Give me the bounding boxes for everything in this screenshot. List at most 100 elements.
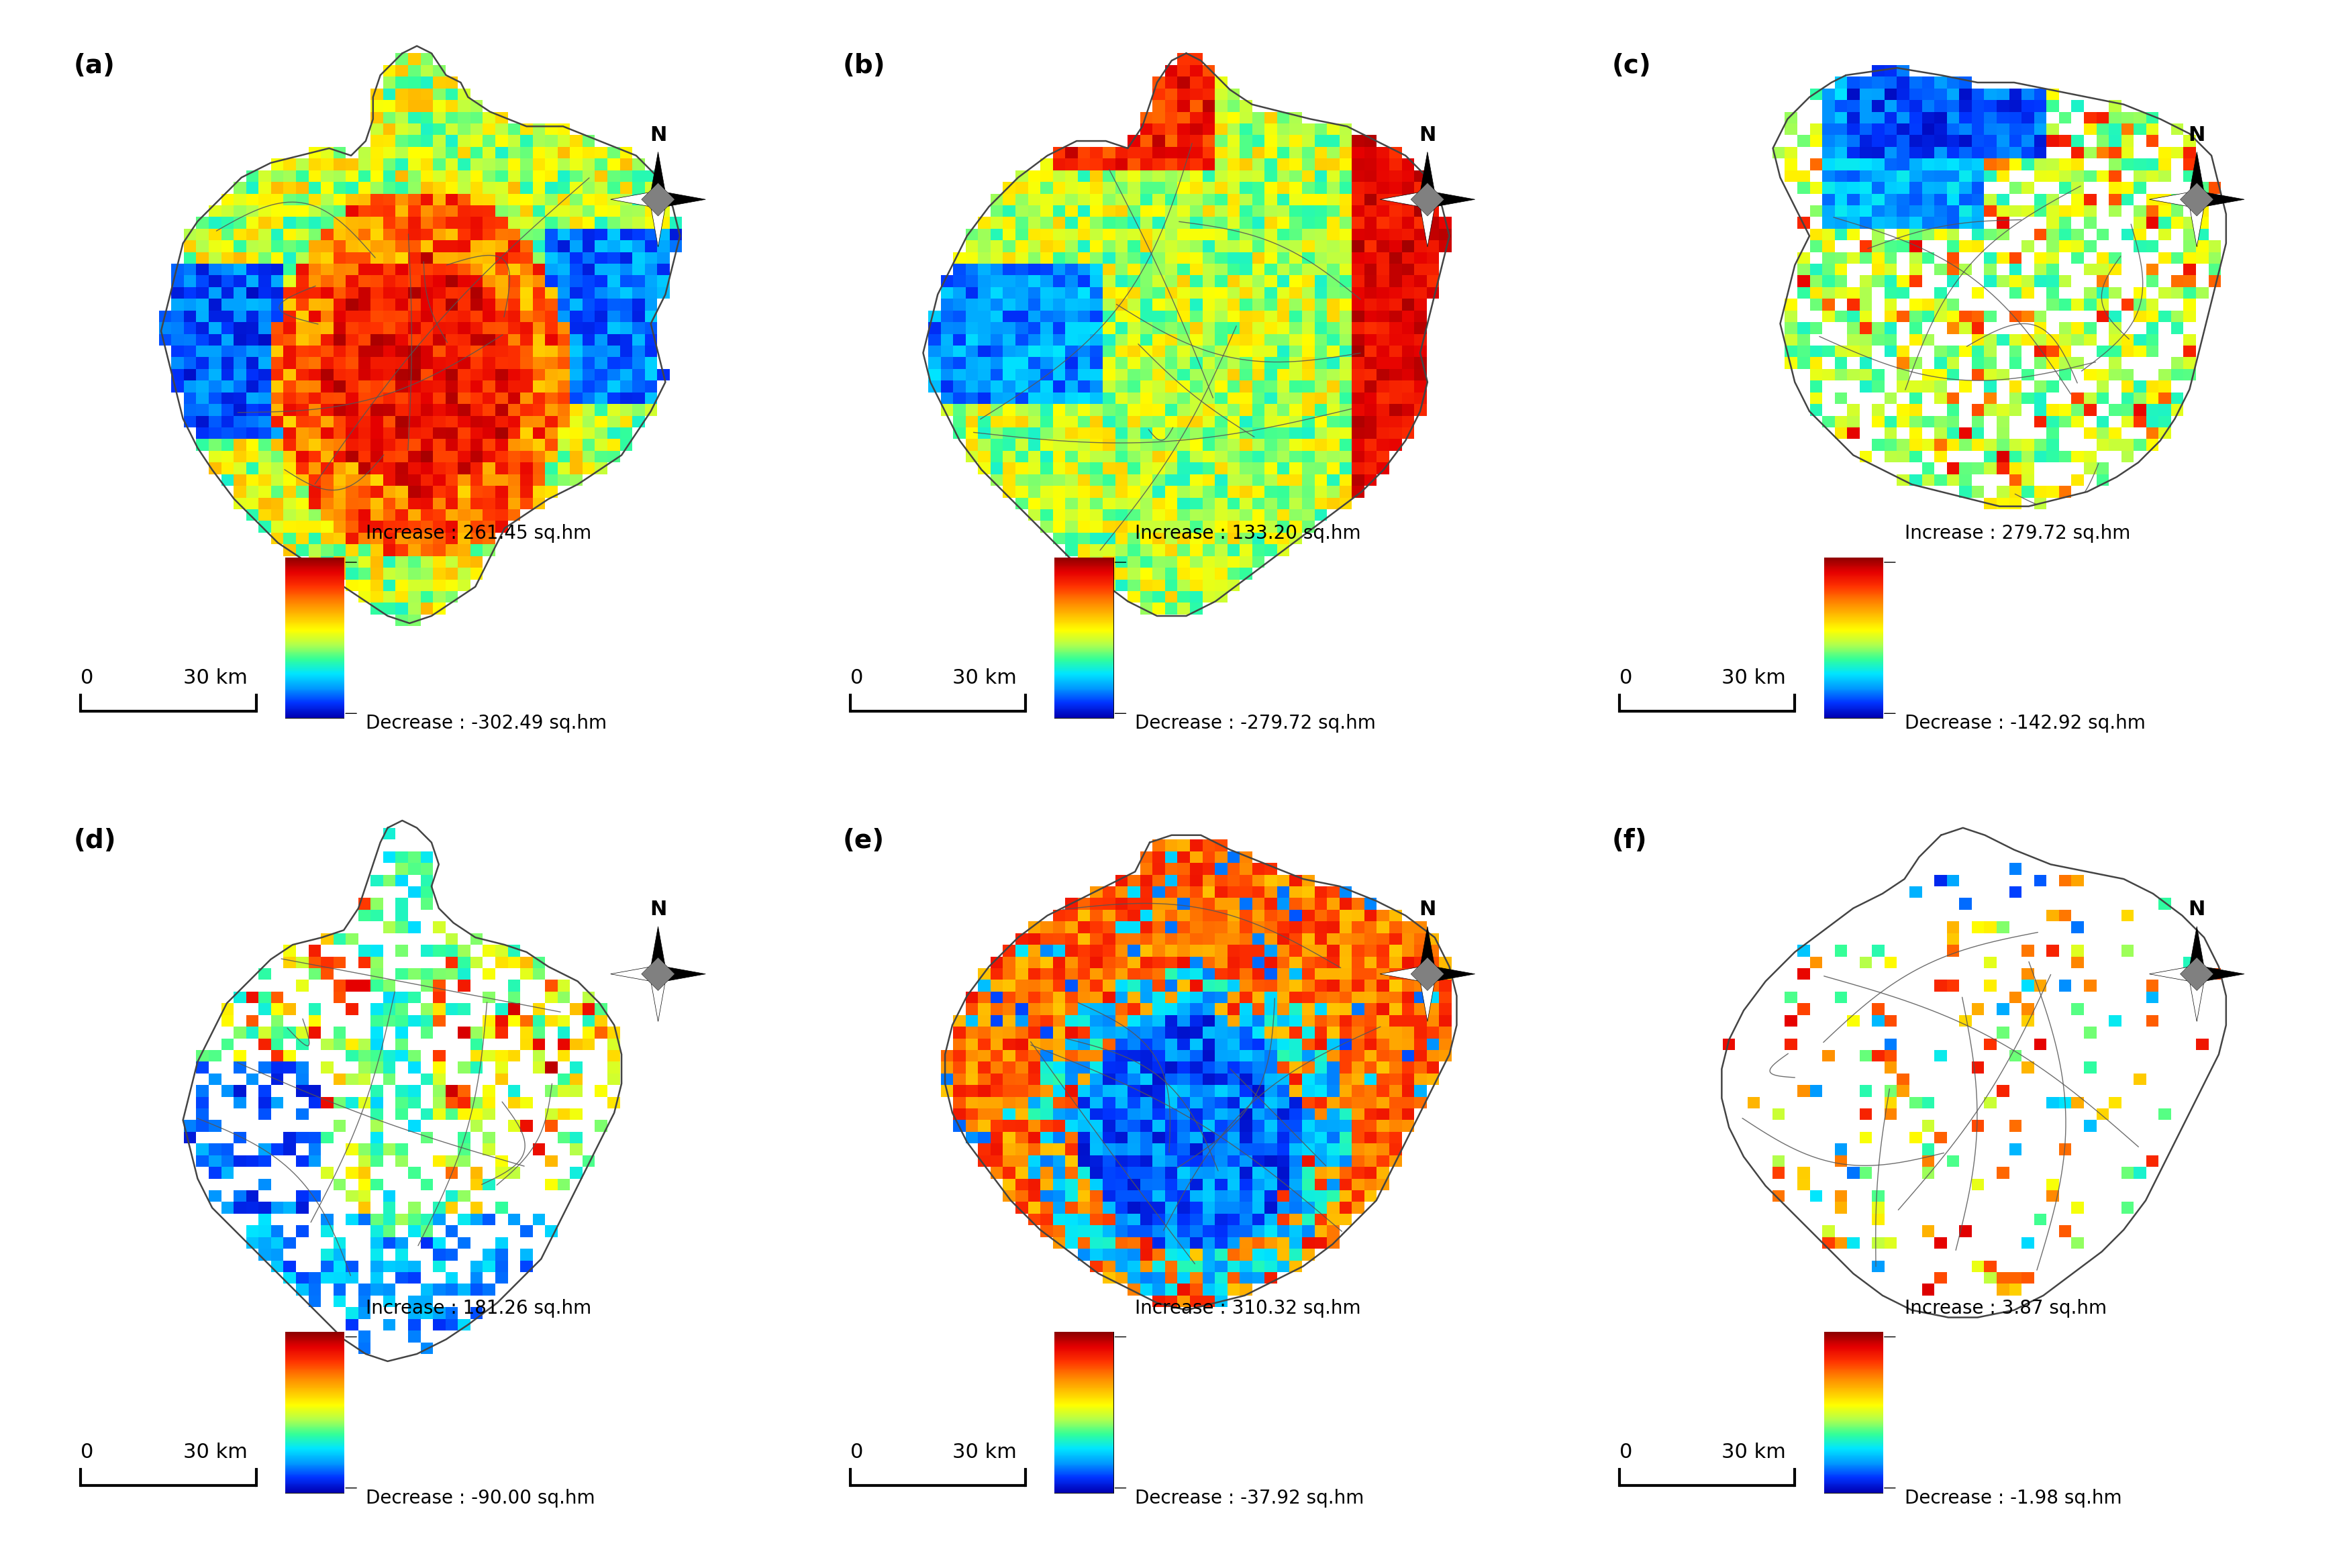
Bar: [2095, 474, 2109, 486]
Bar: [954, 276, 965, 287]
Bar: [359, 568, 371, 580]
Bar: [1921, 1167, 1933, 1179]
Bar: [1860, 334, 1872, 345]
Bar: [1153, 922, 1165, 933]
Bar: [1997, 124, 2008, 135]
Bar: [1997, 1004, 2008, 1014]
Bar: [977, 1143, 991, 1156]
Bar: [533, 182, 545, 193]
Bar: [1910, 240, 1921, 252]
Bar: [991, 1096, 1003, 1109]
Bar: [1264, 135, 1278, 147]
Bar: [1377, 956, 1388, 967]
Bar: [383, 1014, 395, 1027]
Bar: [1985, 1272, 1997, 1284]
Bar: [1116, 381, 1128, 392]
Bar: [1377, 450, 1388, 463]
Bar: [1884, 124, 1898, 135]
Bar: [1226, 497, 1240, 510]
Bar: [1353, 135, 1365, 147]
Bar: [1029, 1167, 1041, 1179]
Bar: [1066, 1143, 1078, 1156]
Text: Increase : 279.72 sq.hm: Increase : 279.72 sq.hm: [1905, 524, 2131, 543]
Bar: [1414, 405, 1426, 416]
Bar: [519, 263, 533, 276]
Bar: [608, 1038, 620, 1051]
Bar: [1177, 967, 1191, 980]
Bar: [308, 486, 322, 497]
Bar: [383, 392, 395, 405]
Bar: [583, 1014, 594, 1027]
Bar: [359, 381, 371, 392]
Bar: [308, 1004, 322, 1014]
Bar: [395, 1038, 409, 1051]
Bar: [1128, 967, 1139, 980]
Bar: [209, 205, 221, 216]
Bar: [484, 171, 496, 182]
Bar: [308, 193, 322, 205]
Bar: [183, 229, 197, 240]
Bar: [270, 1225, 284, 1237]
Bar: [383, 474, 395, 486]
Bar: [420, 216, 432, 229]
Bar: [371, 1261, 383, 1272]
Bar: [409, 1051, 420, 1062]
Bar: [1971, 1261, 1985, 1272]
Bar: [2133, 287, 2147, 299]
Bar: [1290, 1190, 1301, 1203]
Bar: [383, 1051, 395, 1062]
Bar: [1327, 135, 1339, 147]
Bar: [345, 263, 359, 276]
Bar: [1139, 358, 1153, 368]
Bar: [258, 1038, 270, 1051]
Bar: [1041, 439, 1052, 450]
Bar: [1226, 851, 1240, 862]
Bar: [496, 956, 507, 967]
Bar: [1214, 240, 1226, 252]
Bar: [420, 1014, 432, 1027]
Bar: [383, 557, 395, 568]
Bar: [1947, 299, 1959, 310]
Bar: [1128, 1190, 1139, 1203]
Bar: [519, 428, 533, 439]
Bar: [1226, 1120, 1240, 1132]
Bar: [1078, 428, 1090, 439]
Bar: [484, 416, 496, 428]
Bar: [1921, 193, 1933, 205]
Bar: [233, 276, 247, 287]
Bar: [545, 287, 557, 299]
Bar: [1365, 439, 1377, 450]
Bar: [233, 439, 247, 450]
Bar: [1165, 64, 1177, 77]
Bar: [1191, 591, 1203, 602]
Bar: [458, 1214, 470, 1225]
Bar: [533, 439, 545, 450]
Bar: [557, 381, 571, 392]
Bar: [583, 276, 594, 287]
Bar: [2008, 252, 2022, 263]
Bar: [2072, 240, 2084, 252]
Bar: [1203, 967, 1214, 980]
Bar: [496, 263, 507, 276]
Bar: [247, 229, 258, 240]
Bar: [322, 521, 334, 533]
Bar: [1177, 276, 1191, 287]
Bar: [371, 240, 383, 252]
Bar: [1090, 1027, 1102, 1038]
Bar: [371, 580, 383, 591]
Bar: [1191, 1261, 1203, 1272]
Bar: [2084, 263, 2095, 276]
Bar: [2109, 405, 2121, 416]
Bar: [545, 321, 557, 334]
Bar: [1177, 310, 1191, 321]
Bar: [557, 263, 571, 276]
Bar: [965, 1051, 977, 1062]
Bar: [1102, 216, 1116, 229]
Bar: [1252, 405, 1264, 416]
Bar: [2072, 147, 2084, 158]
Bar: [1052, 486, 1066, 497]
Bar: [359, 158, 371, 171]
Bar: [1203, 358, 1214, 368]
Bar: [1177, 450, 1191, 463]
Bar: [1959, 321, 1971, 334]
